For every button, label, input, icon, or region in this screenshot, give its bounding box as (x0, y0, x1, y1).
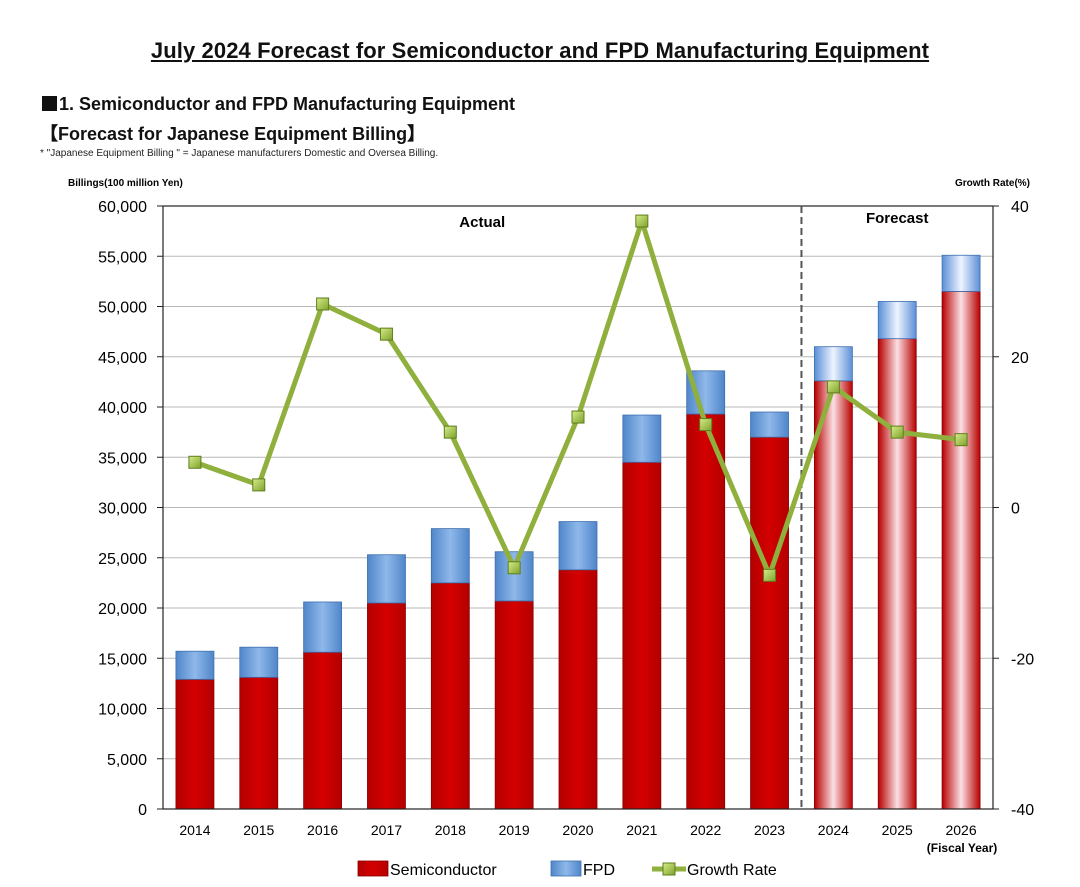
legend-label-growth-rate: Growth Rate (687, 862, 777, 879)
semiconductor-bar (622, 461, 662, 810)
fpd-bar (941, 254, 981, 292)
page-title: July 2024 Forecast for Semiconductor and… (150, 38, 930, 63)
semiconductor-bar (239, 676, 279, 810)
y-tick-label: 20,000 (98, 601, 147, 618)
y-axis-ticks: 0 5,000 10,000 15,000 20,000 25,000 30,000 35,0… (98, 199, 163, 819)
y2-tick-label: 20 (1011, 350, 1029, 367)
semiconductor-bar (494, 600, 534, 810)
semiconductor-bar (558, 569, 598, 810)
growth-rate-point (890, 425, 904, 439)
y-tick-label: 15,000 (98, 651, 147, 668)
square-bullet-icon (42, 96, 57, 111)
sub-heading: 【Forecast for Japanese Equipment Billing… (40, 124, 426, 144)
bars (175, 254, 981, 810)
y-tick-label: 0 (138, 802, 147, 819)
y2-tick-label: 40 (1011, 199, 1029, 216)
legend: Semiconductor FPD Growth Rate (357, 860, 777, 879)
fpd-bar (558, 521, 598, 571)
y-tick-label: 35,000 (98, 450, 147, 467)
y-tick-label: 10,000 (98, 702, 147, 719)
section-heading-text: 1. Semiconductor and FPD Manufacturing E… (59, 94, 516, 114)
fpd-bar (877, 301, 917, 340)
y-axis-title: Billings(100 million Yen) (68, 178, 183, 189)
x-tick-label: 2020 (562, 822, 593, 838)
growth-rate-point (379, 327, 393, 341)
x-tick-label: 2023 (754, 822, 785, 838)
y2-axis-ticks: -40 -20 0 20 40 (993, 199, 1034, 819)
semiconductor-bar (877, 338, 917, 810)
x-tick-label: 2016 (307, 822, 338, 838)
semiconductor-bar (430, 582, 470, 810)
x-tick-label: 2026 (945, 822, 976, 838)
growth-rate-point (571, 410, 585, 424)
x-axis-ticks: 2014 2015 2016 2017 2018 2019 2020 2021 2022 2023… (179, 822, 977, 838)
x-tick-label: 2015 (243, 822, 274, 838)
y-tick-label: 40,000 (98, 400, 147, 417)
x-tick-label: 2014 (179, 822, 210, 838)
growth-rate-point (826, 380, 840, 394)
y-tick-label: 30,000 (98, 501, 147, 518)
semiconductor-bar (367, 602, 406, 810)
x-axis-suffix-label: (Fiscal Year) (927, 841, 998, 855)
y2-axis-title: Growth Rate(%) (955, 178, 1030, 189)
y2-tick-label: 0 (1011, 501, 1020, 518)
growth-rate-point (443, 425, 457, 439)
legend-swatch-semiconductor (357, 860, 389, 877)
legend-swatch-fpd (550, 860, 582, 877)
legend-marker-growth-rate (662, 862, 676, 876)
x-tick-label: 2024 (818, 822, 849, 838)
growth-rate-point (188, 455, 202, 469)
x-tick-label: 2025 (882, 822, 913, 838)
fpd-bar (239, 646, 279, 678)
y2-tick-label: -20 (1011, 651, 1034, 668)
y-tick-label: 60,000 (98, 199, 147, 216)
semiconductor-bar (813, 380, 853, 810)
x-tick-label: 2021 (626, 822, 657, 838)
x-tick-label: 2022 (690, 822, 721, 838)
x-tick-label: 2017 (371, 822, 402, 838)
y-tick-label: 25,000 (98, 551, 147, 568)
fpd-bar (622, 414, 662, 463)
fpd-bar (430, 528, 470, 584)
x-tick-label: 2018 (435, 822, 466, 838)
section-heading: 1. Semiconductor and FPD Manufacturing E… (42, 94, 515, 115)
y2-tick-label: -40 (1011, 802, 1034, 819)
forecast-label: Forecast (866, 210, 929, 227)
footnote: * "Japanese Equipment Billing " = Japane… (40, 148, 439, 159)
semiconductor-bar (175, 678, 215, 810)
x-tick-label: 2019 (499, 822, 530, 838)
growth-rate-point (316, 297, 330, 311)
fpd-bar (494, 551, 534, 602)
y-tick-label: 5,000 (107, 752, 147, 769)
growth-rate-point (954, 433, 968, 447)
fpd-bar (750, 411, 789, 438)
y-tick-label: 50,000 (98, 300, 147, 317)
growth-rate-point (252, 478, 266, 492)
fpd-bar (367, 554, 406, 604)
semiconductor-bar (686, 413, 726, 810)
semiconductor-bar (941, 291, 981, 810)
legend-label-semiconductor: Semiconductor (390, 862, 497, 879)
actual-label: Actual (459, 214, 505, 231)
growth-rate-point (635, 214, 649, 228)
fpd-bar (175, 650, 215, 680)
growth-rate-point (699, 418, 713, 432)
fpd-bar (303, 601, 343, 653)
growth-rate-point (507, 561, 521, 575)
fpd-bar (813, 346, 853, 382)
growth-rate-line (188, 214, 968, 582)
y-tick-label: 55,000 (98, 249, 147, 266)
semiconductor-bar (303, 651, 343, 810)
semiconductor-bar (750, 436, 789, 810)
legend-label-fpd: FPD (583, 862, 615, 879)
growth-rate-point (763, 568, 777, 582)
y-tick-label: 45,000 (98, 350, 147, 367)
